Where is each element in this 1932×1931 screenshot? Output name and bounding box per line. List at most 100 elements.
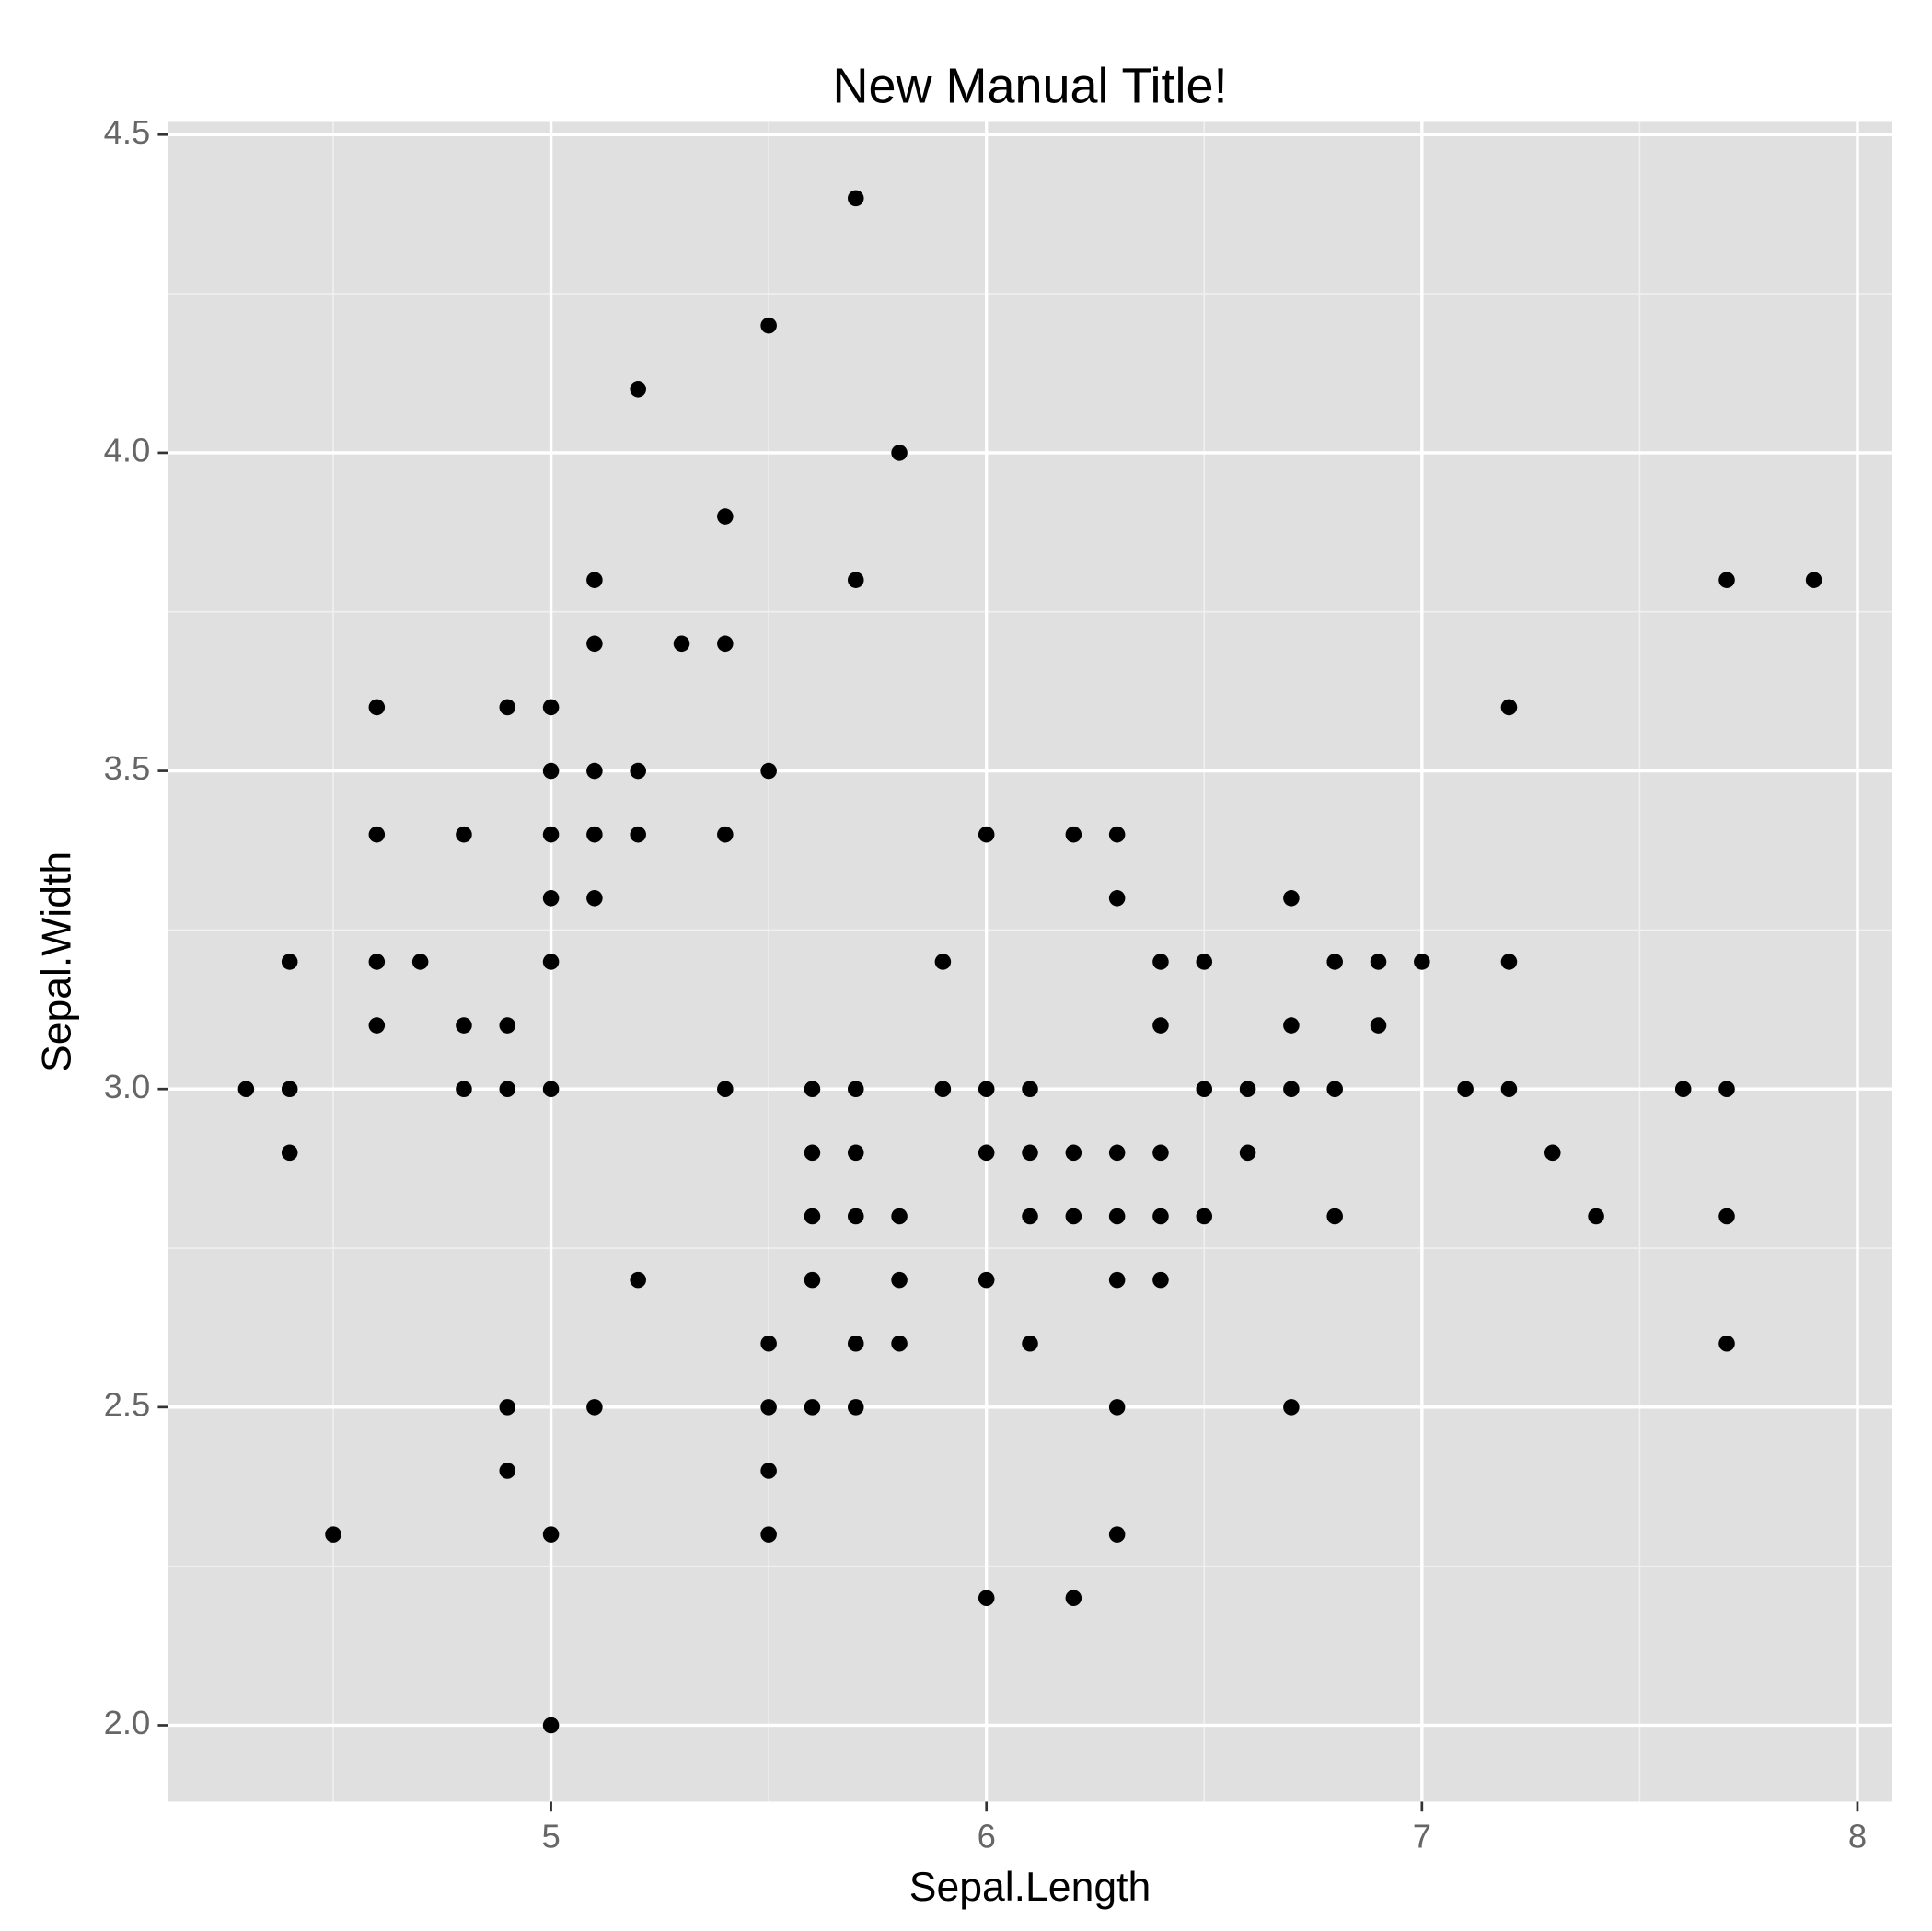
point [1544, 1144, 1561, 1162]
point [368, 826, 386, 843]
point [1283, 1081, 1300, 1097]
point [1108, 1208, 1126, 1225]
point [804, 1271, 821, 1289]
point [1283, 890, 1300, 907]
point [804, 1399, 821, 1416]
point [1718, 1335, 1735, 1352]
point [1588, 1208, 1604, 1225]
point [978, 1271, 995, 1289]
point [1500, 699, 1518, 716]
x-tick-label: 6 [978, 1818, 996, 1856]
point [499, 699, 516, 716]
point [1239, 1081, 1256, 1097]
point [847, 572, 864, 588]
point [499, 1017, 516, 1034]
point [717, 508, 734, 525]
x-tick-label: 7 [1413, 1818, 1431, 1856]
point [1718, 1208, 1735, 1225]
point [281, 1081, 298, 1097]
point [1065, 1590, 1082, 1607]
point [1414, 954, 1430, 970]
point [891, 1271, 908, 1289]
point [1108, 890, 1126, 907]
point [717, 826, 734, 843]
point [456, 1081, 472, 1097]
point [717, 1081, 734, 1097]
point [847, 1399, 864, 1416]
point [1457, 1081, 1474, 1097]
point [1152, 1144, 1169, 1162]
point [804, 1208, 821, 1225]
point [630, 381, 646, 398]
point [1718, 572, 1735, 588]
point [760, 317, 777, 334]
point [630, 826, 646, 843]
point [1152, 954, 1169, 970]
point [1370, 1017, 1387, 1034]
point [891, 1335, 908, 1352]
point [542, 890, 560, 907]
point [804, 1081, 821, 1097]
point [1065, 1208, 1082, 1225]
point [978, 826, 995, 843]
point [1065, 826, 1082, 843]
y-axis-label: Sepal.Width [35, 851, 80, 1072]
point [1500, 954, 1518, 970]
point [1108, 1271, 1126, 1289]
point [1108, 1399, 1126, 1416]
point [978, 1081, 995, 1097]
point [542, 762, 560, 780]
point [586, 826, 603, 843]
point [281, 1144, 298, 1162]
point [586, 890, 603, 907]
point [1196, 1208, 1213, 1225]
point [1500, 1081, 1518, 1097]
x-axis-label: Sepal.Length [909, 1865, 1151, 1910]
point [368, 954, 386, 970]
point [847, 190, 864, 207]
point [1239, 1144, 1256, 1162]
point [1152, 1271, 1169, 1289]
point [630, 762, 646, 780]
point [934, 954, 952, 970]
point [1196, 1081, 1213, 1097]
point [1065, 1144, 1082, 1162]
point [1108, 826, 1126, 843]
point [1022, 1335, 1038, 1352]
point [456, 1017, 472, 1034]
point [368, 1017, 386, 1034]
y-tick-label: 3.0 [104, 1068, 151, 1105]
point [760, 1399, 777, 1416]
point [1196, 954, 1213, 970]
panel [168, 121, 1892, 1802]
point [760, 762, 777, 780]
point [1326, 1208, 1343, 1225]
point [1326, 1081, 1343, 1097]
point [1283, 1399, 1300, 1416]
point [325, 1526, 341, 1543]
y-tick-label: 2.5 [104, 1385, 151, 1423]
point [499, 1399, 516, 1416]
point [499, 1081, 516, 1097]
point [760, 1463, 777, 1479]
point [542, 1526, 560, 1543]
point [499, 1463, 516, 1479]
point [586, 762, 603, 780]
point [847, 1081, 864, 1097]
x-tick-label: 8 [1848, 1818, 1867, 1856]
point [1674, 1081, 1692, 1097]
point [542, 699, 560, 716]
y-tick-label: 2.0 [104, 1704, 151, 1741]
point [281, 954, 298, 970]
point [1152, 1208, 1169, 1225]
y-tick-label: 3.5 [104, 749, 151, 787]
point [1326, 954, 1343, 970]
point [542, 954, 560, 970]
point [1152, 1017, 1169, 1034]
point [1805, 572, 1822, 588]
point [456, 826, 472, 843]
point [411, 954, 429, 970]
point [542, 1717, 560, 1734]
point [1718, 1081, 1735, 1097]
y-tick-label: 4.0 [104, 432, 151, 469]
